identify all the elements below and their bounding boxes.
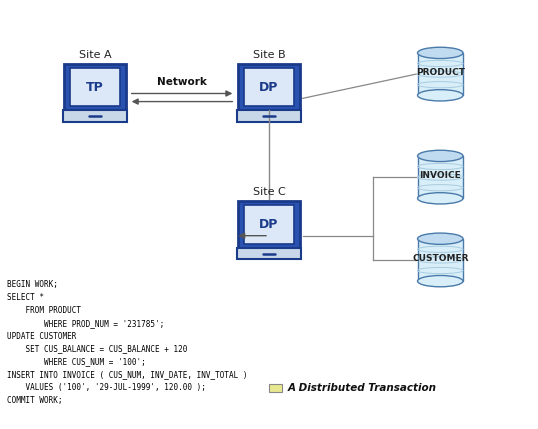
Text: INVOICE: INVOICE (420, 171, 461, 180)
Ellipse shape (417, 47, 463, 58)
Ellipse shape (417, 193, 463, 204)
Text: Site C: Site C (253, 187, 285, 197)
Ellipse shape (417, 233, 463, 245)
Text: Site B: Site B (253, 50, 285, 60)
FancyBboxPatch shape (244, 205, 294, 244)
Ellipse shape (417, 150, 463, 162)
Text: Site A: Site A (79, 50, 111, 60)
Text: BEGIN WORK;
SELECT *
    FROM PRODUCT
        WHERE PROD_NUM = '231785';
UPDATE : BEGIN WORK; SELECT * FROM PRODUCT WHERE … (7, 280, 247, 405)
Bar (417, 239, 463, 281)
FancyBboxPatch shape (238, 64, 300, 110)
FancyBboxPatch shape (69, 68, 121, 106)
Text: DP: DP (259, 218, 279, 231)
FancyBboxPatch shape (64, 64, 126, 110)
FancyBboxPatch shape (237, 248, 301, 259)
FancyBboxPatch shape (244, 68, 294, 106)
Ellipse shape (417, 275, 463, 287)
Text: DP: DP (259, 81, 279, 94)
FancyBboxPatch shape (269, 384, 282, 393)
FancyBboxPatch shape (63, 110, 128, 121)
Bar (417, 156, 463, 198)
Text: Network: Network (157, 77, 207, 87)
Text: TP: TP (86, 81, 104, 94)
Bar (417, 53, 463, 95)
Ellipse shape (417, 90, 463, 101)
FancyBboxPatch shape (238, 201, 300, 248)
Text: CUSTOMER: CUSTOMER (412, 254, 469, 263)
Text: A Distributed Transaction: A Distributed Transaction (288, 384, 437, 393)
FancyBboxPatch shape (237, 110, 301, 121)
Text: PRODUCT: PRODUCT (416, 68, 465, 77)
